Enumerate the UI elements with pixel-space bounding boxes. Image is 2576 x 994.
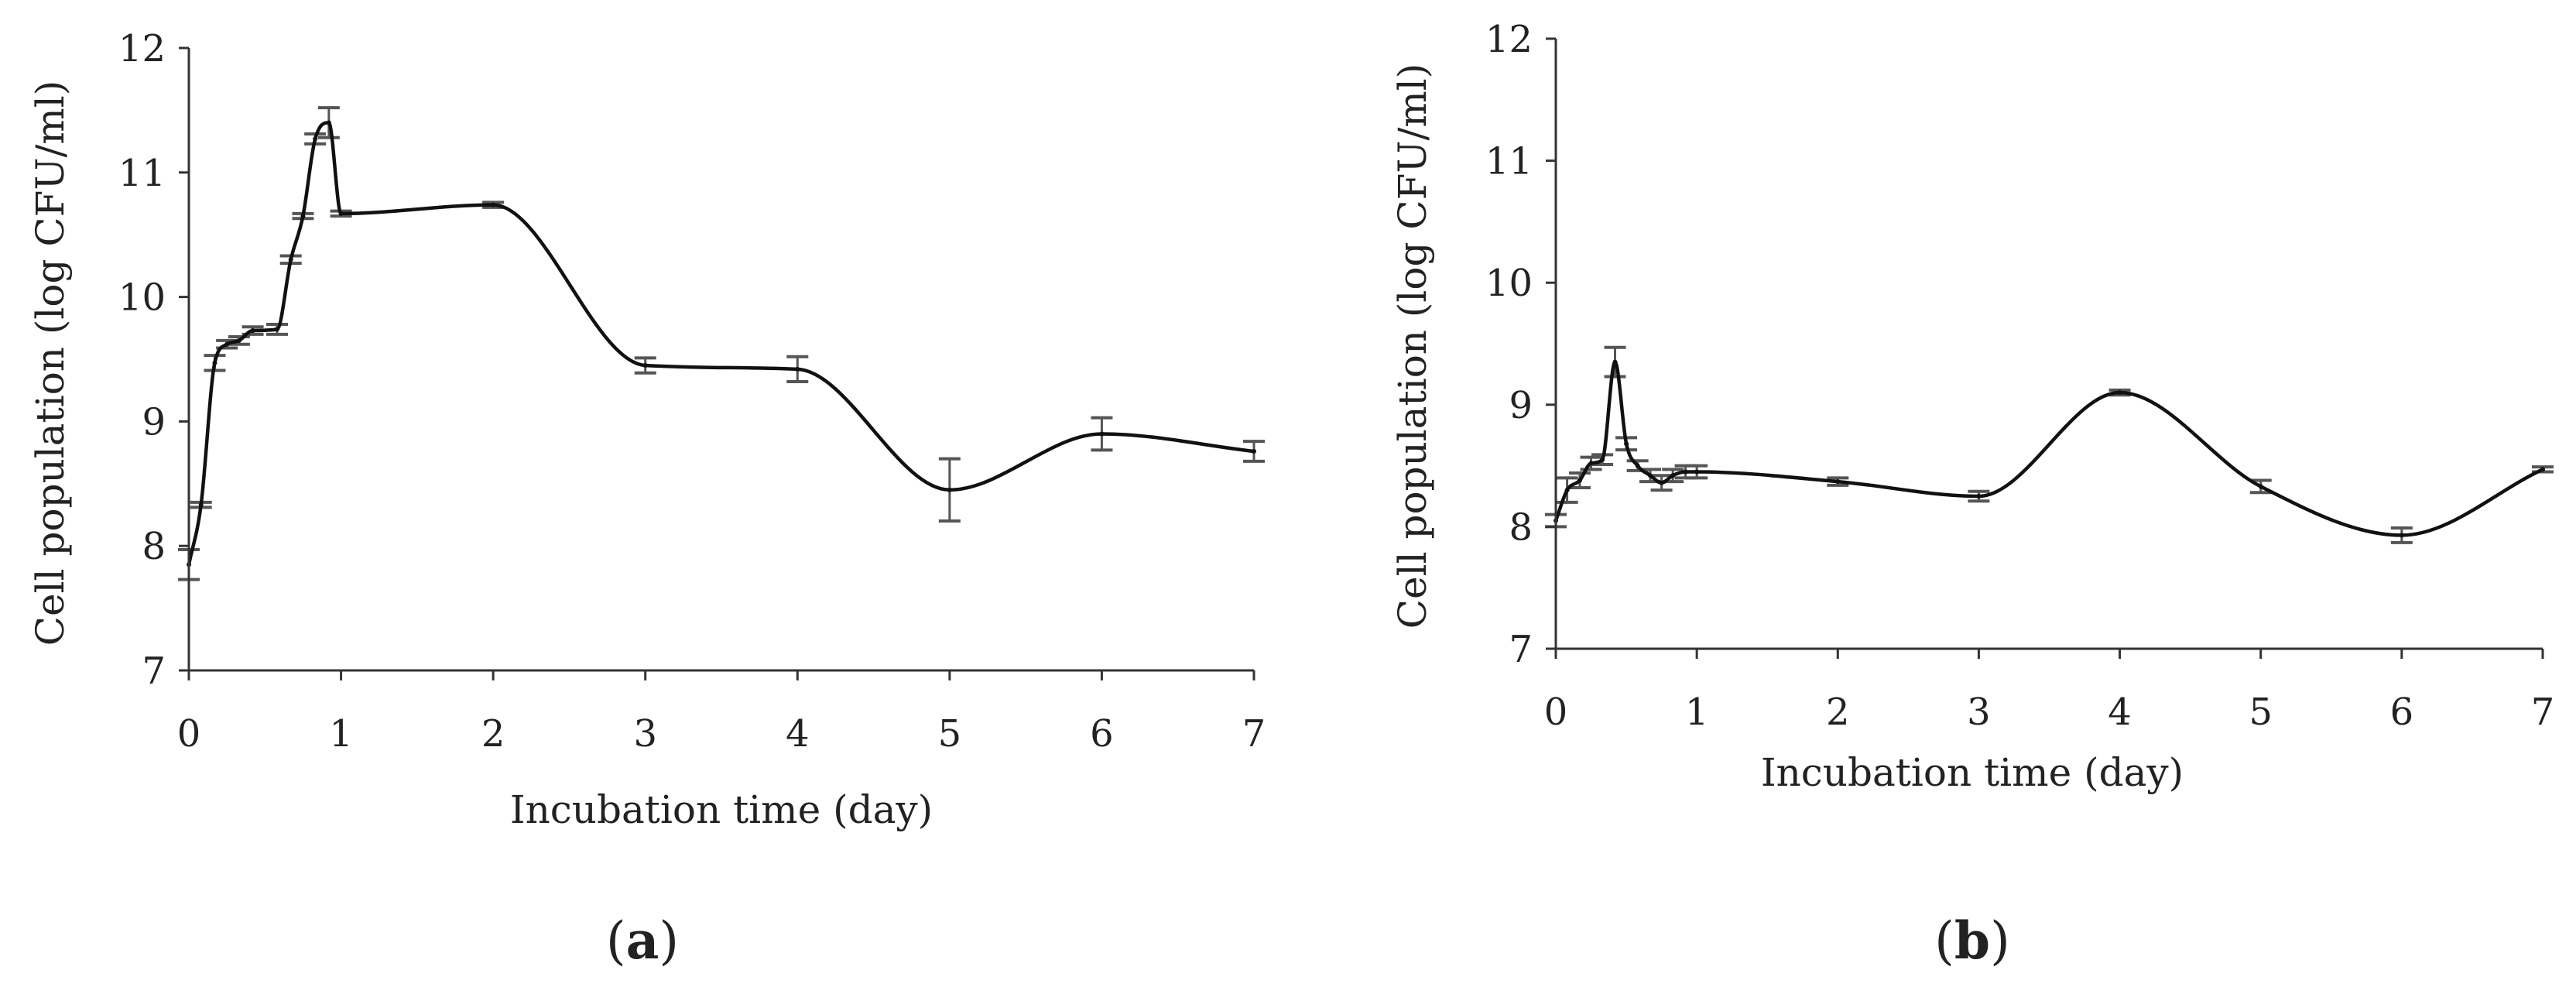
chart-b-panel-label-close: )	[1990, 911, 2010, 971]
chart-b-x-tick-label: 0	[1544, 691, 1568, 734]
chart-a-panel-label-close: )	[659, 911, 679, 971]
chart-a-y-tick-label: 8	[142, 525, 166, 568]
chart-a-x-tick-label: 0	[177, 712, 201, 756]
chart-b-y-tick-label: 8	[1509, 506, 1533, 549]
chart-b-x-tick-label: 3	[1967, 691, 1991, 734]
chart-b-y-tick-label: 10	[1485, 262, 1533, 305]
chart-a-x-tick-label: 7	[1242, 712, 1266, 756]
chart-b-x-tick-label: 1	[1685, 691, 1709, 734]
chart-b-y-tick-label: 12	[1485, 18, 1533, 61]
chart-a-x-tick-label: 5	[938, 712, 962, 756]
chart-a-y-tick-label: 11	[118, 152, 166, 195]
chart-a-x-tick-label: 2	[481, 712, 505, 756]
chart-a-y-tick-label: 12	[118, 27, 166, 70]
chart-b-y-axis-label: Cell population (log CFU/ml)	[1390, 63, 1435, 629]
chart-a-x-axis-label: Incubation time (day)	[510, 787, 933, 832]
chart-b-marks	[1545, 345, 2554, 544]
chart-b-y-tick-label: 11	[1485, 140, 1533, 183]
chart-b-x-tick-label: 4	[2108, 691, 2132, 734]
chart-b-panel-label-letter: b	[1954, 910, 1990, 971]
chart-b-x-tick-label: 7	[2531, 691, 2555, 734]
chart-b-panel-label-open: (	[1934, 911, 1954, 971]
chart-a-panel-label-letter: a	[626, 910, 659, 971]
chart-a-x-tick-label: 6	[1090, 712, 1114, 756]
chart-a-x-tick-label: 1	[329, 712, 353, 756]
chart-a-y-tick-label: 10	[118, 276, 166, 320]
chart-a-y-tick-label: 9	[142, 400, 166, 444]
chart-a-panel-label: (a)	[606, 910, 679, 971]
chart-b-x-tick-label: 2	[1826, 691, 1850, 734]
chart-a-marks	[178, 106, 1265, 581]
chart-a-x-tick-label: 4	[786, 712, 810, 756]
chart-a-panel-label-open: (	[606, 911, 626, 971]
chart-a-y-axis-label: Cell population (log CFU/ml)	[28, 81, 73, 646]
chart-a-y-tick-label: 7	[142, 650, 166, 693]
chart-b-panel-label: (b)	[1934, 910, 2010, 971]
chart-b-y-tick-label: 9	[1509, 384, 1533, 427]
chart-b-x-axis-label: Incubation time (day)	[1761, 750, 2184, 795]
chart-a-x-tick-label: 3	[633, 712, 657, 756]
chart-b-x-tick-label: 6	[2390, 691, 2414, 734]
chart-a-series-line	[187, 121, 1255, 565]
chart-b-series-line	[1553, 360, 2543, 537]
chart-b-y-tick-label: 7	[1509, 628, 1533, 671]
chart-b-x-tick-label: 5	[2249, 691, 2273, 734]
